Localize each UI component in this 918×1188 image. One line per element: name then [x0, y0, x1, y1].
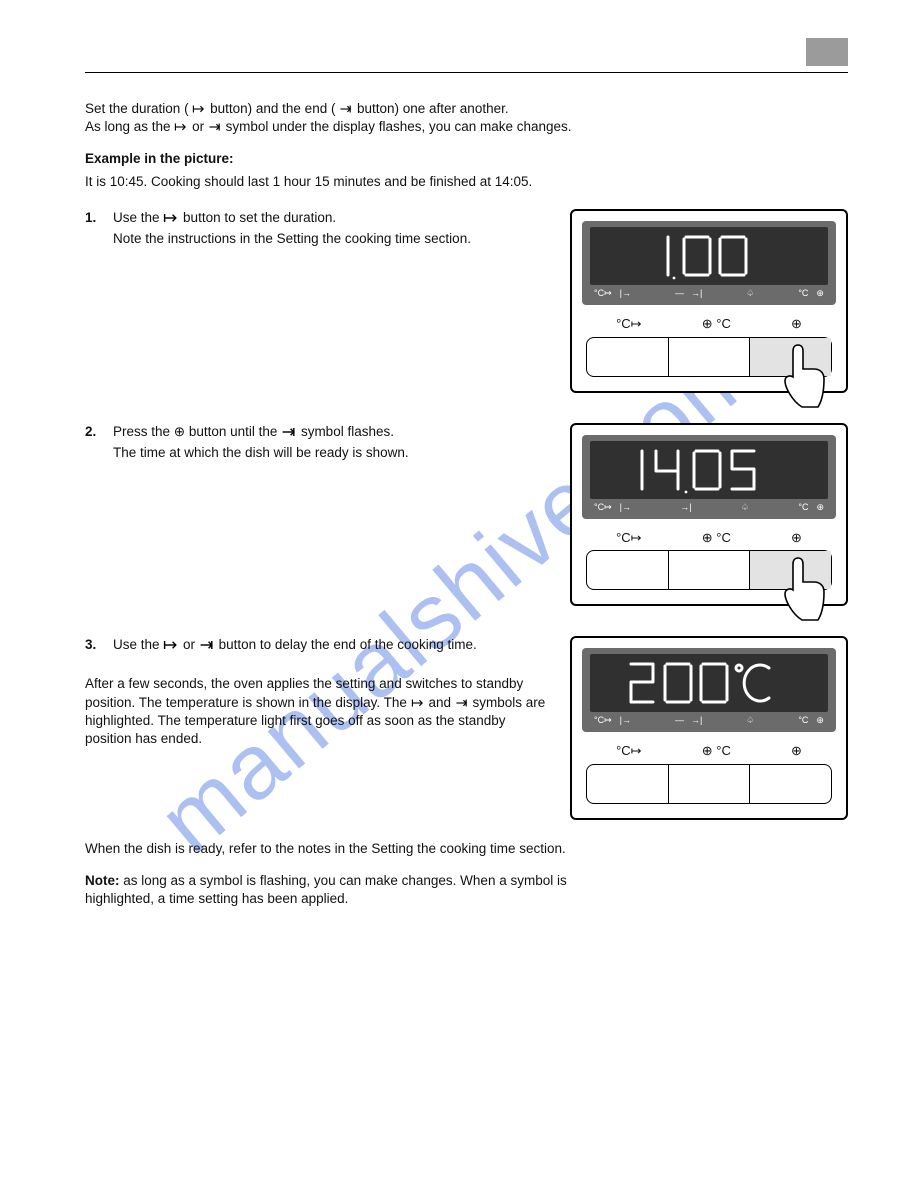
- control-panel-figure: °C↦|→ →| ♤ °C⊕ °C↦⊕ °C⊕: [570, 423, 848, 607]
- control-panel-figure: °C↦|→ —→| ♤ °C⊕ °C↦⊕ °C⊕: [570, 636, 848, 820]
- step-2: 2. Press the ⊕ button until the symbol f…: [85, 423, 848, 607]
- step-3: 3. Use the or button to delay the end of…: [85, 636, 848, 820]
- button-seg-2[interactable]: [669, 551, 751, 589]
- control-panel-figure: °C↦|→ —→| ♤ °C⊕ °C↦⊕ °C⊕: [570, 209, 848, 393]
- after-text: After a few seconds, the oven applies th…: [85, 675, 550, 748]
- lcd-display: [590, 441, 828, 499]
- button-seg-2[interactable]: [669, 765, 751, 803]
- duration-icon: [411, 697, 425, 709]
- duration-icon: [163, 638, 179, 652]
- intro-paragraph: Set the duration ( button) and the end (…: [85, 100, 585, 136]
- button-bar[interactable]: [586, 764, 832, 804]
- step-sub: The time at which the dish will be ready…: [113, 444, 409, 462]
- button-label-row: °C↦⊕ °C⊕: [586, 315, 832, 333]
- step-number: 3.: [85, 636, 113, 654]
- step-number: 2.: [85, 423, 113, 441]
- step-number: 1.: [85, 209, 113, 227]
- example-heading: Example in the picture:: [85, 150, 585, 168]
- button-seg-1[interactable]: [587, 765, 669, 803]
- example-sub: It is 10:45. Cooking should last 1 hour …: [85, 173, 585, 191]
- lcd-display: [590, 227, 828, 285]
- end-icon: [199, 638, 215, 652]
- button-label-row: °C↦⊕ °C⊕: [586, 529, 832, 547]
- duration-icon: [163, 211, 179, 225]
- end-icon: [455, 697, 469, 709]
- ready-text: When the dish is ready, refer to the not…: [85, 840, 585, 858]
- end-icon: [281, 425, 297, 439]
- lcd-icon-row: °C↦|→ —→| ♤ °C⊕: [590, 712, 828, 726]
- end-icon: [339, 103, 353, 115]
- step-note: Note the instructions in the Setting the…: [113, 230, 471, 248]
- step-1: 1. Use the button to set the duration. N…: [85, 209, 848, 393]
- button-seg-3[interactable]: [750, 765, 831, 803]
- end-icon: [208, 121, 222, 133]
- lcd-icon-row: °C↦|→ →| ♤ °C⊕: [590, 499, 828, 513]
- button-seg-1[interactable]: [587, 338, 669, 376]
- duration-icon: [174, 121, 188, 133]
- note-paragraph: Note: as long as a symbol is flashing, y…: [85, 872, 585, 908]
- button-label-row: °C↦⊕ °C⊕: [586, 742, 832, 760]
- button-seg-1[interactable]: [587, 551, 669, 589]
- lcd-icon-row: °C↦|→ —→| ♤ °C⊕: [590, 285, 828, 299]
- finger-icon: [778, 554, 826, 624]
- lcd-display: [590, 654, 828, 712]
- button-seg-2[interactable]: [669, 338, 751, 376]
- duration-icon: [192, 103, 206, 115]
- finger-icon: [778, 341, 826, 411]
